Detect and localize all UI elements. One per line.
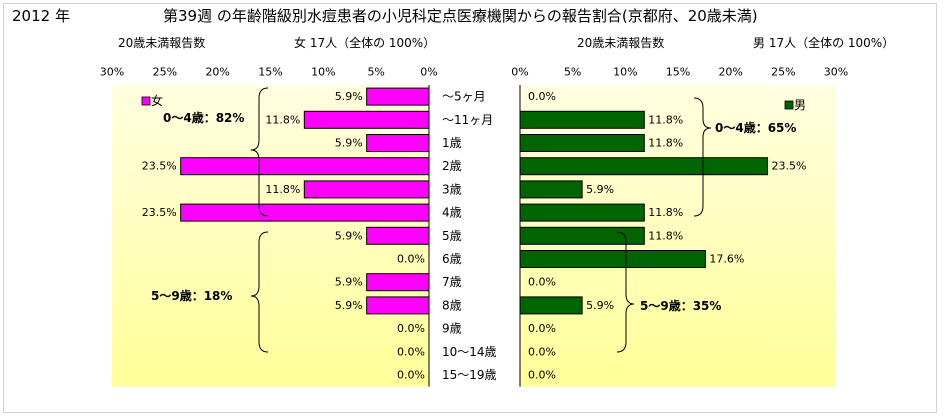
age-category-label: ～11ヶ月: [442, 113, 493, 127]
male-x-tick-label: 30%: [824, 66, 848, 79]
female-bar: [366, 273, 430, 292]
male-bar: [519, 110, 645, 129]
female-bar: [303, 180, 430, 199]
male-data-label: 11.8%: [648, 137, 683, 150]
female-x-tick-label: 15%: [258, 66, 282, 79]
age-category-label: 8歳: [442, 298, 462, 312]
male-x-tick-label: 15%: [666, 66, 690, 79]
age-category-label: ～5ヶ月: [442, 90, 486, 104]
female-subtitle-right: 女 17人（全体の 100%）: [294, 36, 436, 50]
female-x-tick-label: 25%: [153, 66, 177, 79]
age-category-label: 10～14歳: [442, 345, 497, 359]
age-category-label: 15～19歳: [442, 368, 497, 382]
female-x-tick-label: 10%: [311, 66, 335, 79]
male-bar: [519, 157, 769, 176]
male-legend-swatch: [784, 100, 794, 110]
female-x-tick-label: 0%: [420, 66, 437, 79]
female-bar: [366, 87, 430, 106]
male-data-label: 11.8%: [648, 113, 683, 126]
age-category-label: 7歳: [442, 275, 462, 289]
male-annotation-0-4: 0～4歳：65%: [715, 120, 796, 135]
male-brace-0-4: [693, 97, 712, 217]
age-category-label: 1歳: [442, 136, 462, 150]
male-bar: [519, 226, 645, 245]
age-category-label: 5歳: [442, 229, 462, 243]
age-category-label: 9歳: [442, 322, 462, 336]
female-data-label: 0.0%: [397, 345, 425, 358]
male-bar: [519, 180, 583, 199]
male-data-label: 11.8%: [648, 229, 683, 242]
male-annotation-5-9: 5～9歳：35%: [640, 298, 721, 313]
female-annotation-0-4: 0～4歳：82%: [163, 110, 244, 125]
female-subtitle-left: 20歳未満報告数: [118, 36, 206, 50]
male-data-label: 11.8%: [648, 206, 683, 219]
male-bar: [519, 203, 645, 222]
male-subtitle-left: 20歳未満報告数: [577, 36, 665, 50]
female-data-label: 5.9%: [335, 90, 363, 103]
male-data-label: 0.0%: [528, 369, 556, 382]
female-bar: [303, 110, 430, 129]
female-annotation-5-9: 5～9歳：18%: [151, 288, 232, 303]
female-data-label: 11.8%: [265, 183, 300, 196]
female-brace-5-9: [250, 231, 269, 353]
female-data-label: 5.9%: [335, 276, 363, 289]
chart-year: 2012 年: [12, 7, 70, 25]
age-category-label: 2歳: [442, 159, 462, 173]
female-brace-0-4: [250, 87, 269, 217]
female-data-label: 23.5%: [142, 160, 177, 173]
male-data-label: 0.0%: [528, 90, 556, 103]
male-data-label: 5.9%: [586, 183, 614, 196]
male-data-label: 5.9%: [586, 299, 614, 312]
male-data-label: 0.0%: [528, 276, 556, 289]
age-category-label: 4歳: [442, 206, 462, 220]
female-x-tick-label: 30%: [100, 66, 124, 79]
male-x-tick-label: 0%: [511, 66, 528, 79]
age-category-label: 6歳: [442, 252, 462, 266]
female-x-tick-label: 5%: [367, 66, 384, 79]
female-data-label: 5.9%: [335, 137, 363, 150]
male-data-label: 17.6%: [709, 253, 744, 266]
female-bar: [366, 134, 430, 152]
female-data-label: 0.0%: [397, 322, 425, 335]
chart-title: 第39週 の年齢階級別水痘患者の小児科定点医療機関からの報告割合(京都府、20歳…: [163, 7, 758, 25]
male-legend-label: 男: [794, 98, 806, 112]
male-x-tick-label: 25%: [771, 66, 795, 79]
male-bar: [519, 296, 583, 315]
male-data-label: 0.0%: [528, 322, 556, 335]
age-category-label: 3歳: [442, 182, 462, 196]
male-subtitle-right: 男 17人（全体の 100%）: [753, 36, 895, 50]
female-data-label: 0.0%: [397, 253, 425, 266]
male-bar: [519, 134, 645, 152]
female-data-label: 5.9%: [335, 299, 363, 312]
female-data-label: 5.9%: [335, 229, 363, 242]
male-x-tick-label: 20%: [718, 66, 742, 79]
female-x-tick-label: 20%: [205, 66, 229, 79]
female-bar: [366, 296, 430, 315]
male-brace-5-9: [616, 231, 635, 353]
female-legend-label: 女: [151, 93, 163, 108]
female-bar: [180, 157, 430, 176]
female-bar: [366, 226, 430, 245]
female-data-label: 0.0%: [397, 369, 425, 382]
male-x-tick-label: 10%: [613, 66, 637, 79]
male-data-label: 0.0%: [528, 345, 556, 358]
male-x-tick-label: 5%: [564, 66, 581, 79]
female-data-label: 23.5%: [142, 206, 177, 219]
male-data-label: 23.5%: [772, 160, 807, 173]
female-legend-swatch: [141, 96, 151, 106]
male-bar: [519, 250, 706, 268]
female-bar: [180, 203, 430, 222]
female-data-label: 11.8%: [265, 113, 300, 126]
chart-frame: [3, 3, 937, 413]
